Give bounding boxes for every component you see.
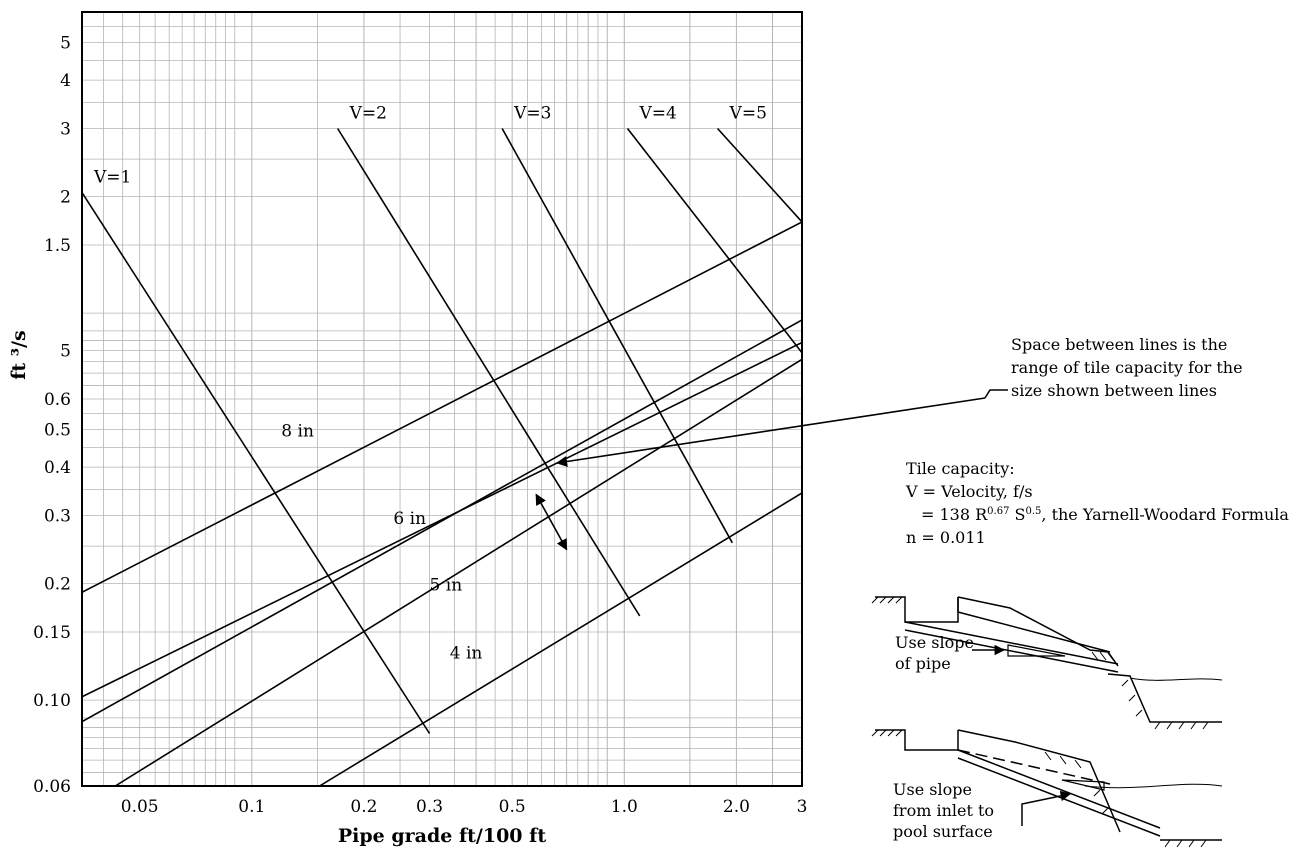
pipe-size-line <box>319 492 802 786</box>
x-axis-title: Pipe grade ft/100 ft <box>338 825 546 847</box>
x-tick-label: 1.0 <box>611 797 638 817</box>
y-tick-labels: 0.06 0.10 0.15 0.2 0.3 0.4 0.5 0.6 5 1.5 2 3 4 5 <box>33 34 71 797</box>
velocity-label: V=3 <box>513 103 551 123</box>
x-tick-label: 0.2 <box>350 797 377 817</box>
formula-exp-r: 0.67 <box>987 506 1009 517</box>
y-tick-label: 5 <box>60 342 71 362</box>
y-tick-label: 1.5 <box>44 236 71 256</box>
formula-mid: S <box>1009 505 1025 524</box>
outlet-slope-top <box>1107 673 1222 723</box>
x-tick-label: 3 <box>797 797 808 817</box>
hatch-embankment-top <box>1091 651 1115 662</box>
x-tick-label: 2.0 <box>723 797 750 817</box>
x-tick-label: 0.1 <box>238 797 265 817</box>
velocity-label: V=5 <box>729 103 767 123</box>
y-tick-label: 0.4 <box>44 458 71 478</box>
capacity-notes: Tile capacity: V = Velocity, f/s = 138 R… <box>905 459 1289 547</box>
pipe-size-label: 5 in <box>430 576 463 596</box>
pipe-size-line <box>82 341 802 698</box>
space-note: Space between lines is the range of tile… <box>984 335 1243 400</box>
velocity-line <box>716 127 802 223</box>
pipe-size-line <box>82 221 802 593</box>
ground-left-top <box>875 596 959 623</box>
formula-prefix: = 138 R <box>921 505 988 524</box>
embankment-bottom <box>957 729 1121 833</box>
y-tick-label: 5 <box>60 34 71 54</box>
capacity-title: Tile capacity: <box>906 459 1015 478</box>
y-tick-label: 4 <box>60 71 71 91</box>
hatch-left-top <box>871 596 903 604</box>
slope-triangle-top <box>1007 644 1066 657</box>
y-tick-label: 0.6 <box>44 390 71 410</box>
x-tick-label: 0.5 <box>499 797 526 817</box>
pipe-size-label: 6 in <box>393 509 426 529</box>
hatch-outlet-bottom <box>1164 839 1207 848</box>
line-labels: 8 in 6 in 5 in 4 in V=1 V=2 V=3 V=4 V=5 <box>93 103 986 664</box>
y-tick-label: 2 <box>60 188 71 208</box>
hatch-embankment-bottom <box>1044 751 1109 815</box>
pool-slope-diagram <box>871 729 1223 848</box>
x-tick-label: 0.3 <box>416 797 443 817</box>
top-diagram-caption-1: Use slope <box>895 633 974 652</box>
formula: = 138 R0.67 S0.5, the Yarnell-Woodard Fo… <box>921 505 1289 524</box>
top-diagram-caption-2: of pipe <box>895 654 951 673</box>
pipe-top-edge-bottom <box>957 749 1161 829</box>
pipe-top-edge <box>904 621 1119 665</box>
slope-pointer-bottom <box>1021 790 1072 826</box>
plot-frame <box>81 11 803 787</box>
hatch-outlet-top <box>1121 679 1209 730</box>
embankment-face-top <box>957 597 1111 653</box>
n-value: n = 0.011 <box>906 528 986 547</box>
velocity-line <box>501 128 734 544</box>
velocity-line <box>336 128 641 617</box>
pipe-size-label: 8 in <box>281 422 314 442</box>
space-note-arrow <box>555 397 986 468</box>
velocity-label: V=2 <box>349 103 387 123</box>
pipe-bottom-edge <box>904 629 1119 673</box>
formula-suffix: , the Yarnell-Woodard Formula <box>1041 505 1289 524</box>
space-note-line-2: range of tile capacity for the <box>1011 358 1243 377</box>
bottom-diagram-caption-3: pool surface <box>893 822 993 841</box>
velocity-label: V=1 <box>93 167 131 187</box>
pipe-size-label: 4 in <box>450 644 483 664</box>
data-lines <box>82 127 802 786</box>
x-tick-labels: 0.05 0.1 0.2 0.3 0.5 1.0 2.0 3 <box>121 797 808 817</box>
velocity-line <box>626 128 802 354</box>
velocity-label: V=4 <box>638 103 676 123</box>
y-tick-label: 0.3 <box>44 506 71 526</box>
range-arrow <box>535 493 568 551</box>
pipe-size-line <box>114 358 802 786</box>
y-tick-label: 0.06 <box>33 777 71 797</box>
y-tick-label: 0.5 <box>44 421 71 441</box>
pool-surface-top <box>1129 677 1223 681</box>
ground-left-bottom <box>875 729 959 751</box>
pool-surface-bottom <box>1084 783 1223 789</box>
bottom-diagram-caption-2: from inlet to <box>893 801 994 820</box>
velocity-line <box>82 192 431 734</box>
bottom-diagram-caption-1: Use slope <box>893 780 972 799</box>
space-note-leader <box>984 389 1008 399</box>
dashed-grade-line <box>957 749 1111 785</box>
y-tick-label: 0.10 <box>33 691 71 711</box>
formula-exp-s: 0.5 <box>1025 506 1041 517</box>
space-note-line-3: size shown between lines <box>1011 381 1217 400</box>
y-tick-label: 3 <box>60 119 71 139</box>
slope-triangle-bottom <box>1061 779 1105 791</box>
pipe-size-line <box>82 319 802 723</box>
hatch-left-bottom <box>871 729 903 737</box>
velocity-definition: V = Velocity, f/s <box>905 482 1033 501</box>
x-tick-label: 0.05 <box>121 797 159 817</box>
y-axis-title: ft ³/s <box>8 330 30 380</box>
pipe-slope-diagram <box>871 596 1223 730</box>
y-tick-label: 0.2 <box>44 575 71 595</box>
y-tick-label: 0.15 <box>33 623 71 643</box>
space-note-line-1: Space between lines is the <box>1011 335 1227 354</box>
grid <box>82 12 802 786</box>
